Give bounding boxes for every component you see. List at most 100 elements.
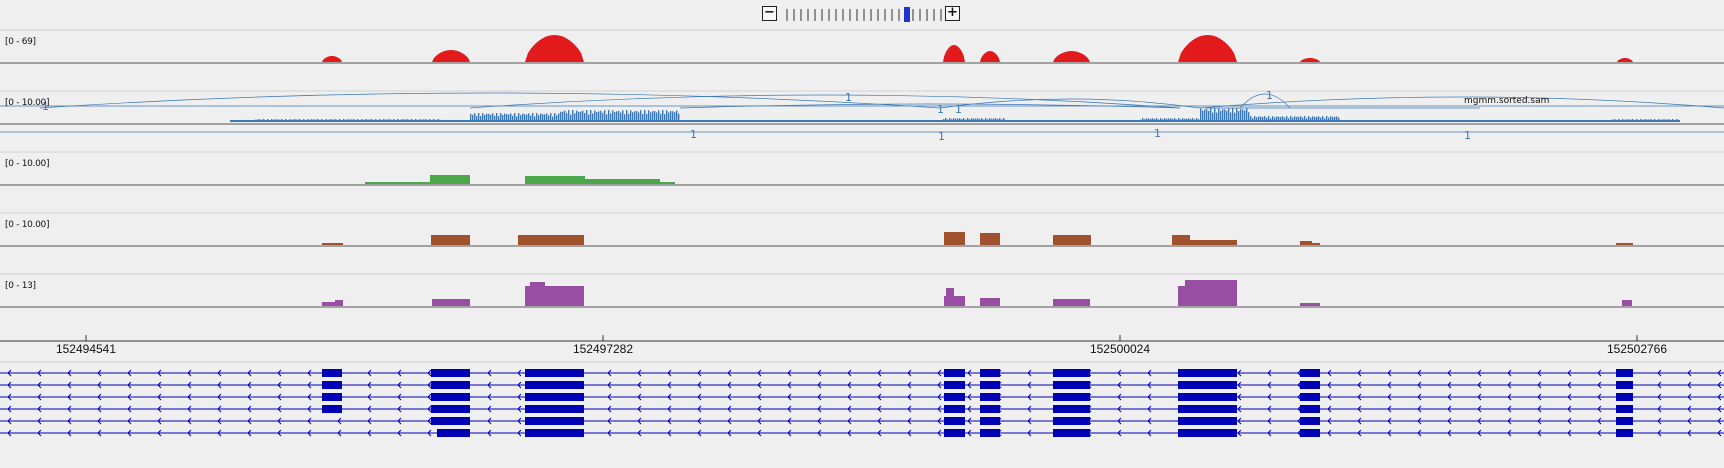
- exon-block[interactable]: [322, 405, 342, 413]
- strand-arrow: [1717, 393, 1722, 401]
- strand-arrow: [667, 381, 672, 389]
- exon-block[interactable]: [1616, 369, 1633, 377]
- exon-block[interactable]: [525, 393, 584, 401]
- zoom-out-button[interactable]: −: [762, 6, 777, 21]
- junction-arc[interactable]: [1199, 96, 1724, 109]
- strand-arrow: [1237, 369, 1242, 377]
- strand-arrow: [487, 381, 492, 389]
- exon-block[interactable]: [1178, 405, 1237, 413]
- coverage-bar: [1053, 235, 1091, 245]
- exon-block[interactable]: [1178, 429, 1237, 437]
- strand-arrow: [127, 381, 132, 389]
- exon-block[interactable]: [525, 417, 584, 425]
- exon-block[interactable]: [1053, 417, 1090, 425]
- strand-arrow: [1537, 417, 1542, 425]
- exon-block[interactable]: [525, 381, 584, 389]
- exon-block[interactable]: [944, 417, 965, 425]
- exon-block[interactable]: [322, 381, 342, 389]
- exon-block[interactable]: [1300, 429, 1320, 437]
- strand-arrow: [697, 405, 702, 413]
- exon-block[interactable]: [525, 429, 584, 437]
- exon-block[interactable]: [431, 369, 470, 377]
- strand-arrow: [1117, 381, 1122, 389]
- exon-block[interactable]: [1053, 429, 1090, 437]
- strand-arrow: [157, 381, 162, 389]
- exon-block[interactable]: [1300, 393, 1320, 401]
- alignment-read: [496, 113, 498, 122]
- junction-arc[interactable]: [679, 103, 1181, 109]
- exon-block[interactable]: [1053, 381, 1090, 389]
- alignment-read: [568, 110, 570, 122]
- strand-arrow: [1687, 417, 1692, 425]
- strand-arrow: [877, 369, 882, 377]
- alignment-read: [484, 114, 486, 122]
- exon-block[interactable]: [1178, 393, 1237, 401]
- exon-block[interactable]: [1300, 405, 1320, 413]
- alignment-read: [1268, 116, 1270, 122]
- exon-block[interactable]: [980, 417, 1000, 425]
- exon-block[interactable]: [431, 417, 470, 425]
- strand-arrow: [1657, 417, 1662, 425]
- exon-block[interactable]: [980, 393, 1000, 401]
- track-range-green: [0 - 10.00]: [5, 159, 50, 169]
- exon-block[interactable]: [1300, 369, 1320, 377]
- junction-arc[interactable]: [469, 94, 1181, 109]
- exon-block[interactable]: [1616, 417, 1633, 425]
- exon-block[interactable]: [525, 369, 584, 377]
- exon-block[interactable]: [980, 429, 1000, 437]
- strand-arrow: [487, 417, 492, 425]
- alignment-read: [1280, 116, 1282, 122]
- alignment-read: [474, 113, 476, 122]
- strand-arrow: [967, 381, 972, 389]
- exon-block[interactable]: [944, 369, 965, 377]
- strand-arrow: [787, 417, 792, 425]
- exon-block[interactable]: [1053, 393, 1090, 401]
- exon-block[interactable]: [980, 369, 1000, 377]
- exon-block[interactable]: [1178, 381, 1237, 389]
- junction-arc[interactable]: [39, 92, 941, 109]
- exon-block[interactable]: [1616, 405, 1633, 413]
- strand-arrow: [937, 393, 942, 401]
- zoom-in-button[interactable]: +: [945, 6, 960, 21]
- zoom-slider-thumb[interactable]: [904, 7, 910, 22]
- exon-block[interactable]: [431, 393, 470, 401]
- exon-block[interactable]: [980, 381, 1000, 389]
- exon-block[interactable]: [944, 381, 965, 389]
- alignment-read: [562, 111, 564, 122]
- exon-block[interactable]: [1178, 417, 1237, 425]
- exon-block[interactable]: [1300, 417, 1320, 425]
- exon-block[interactable]: [525, 405, 584, 413]
- strand-arrow: [7, 381, 12, 389]
- alignment-read: [1238, 111, 1240, 122]
- strand-arrow: [1657, 369, 1662, 377]
- junction-arc[interactable]: [1239, 93, 1291, 109]
- exon-block[interactable]: [944, 405, 965, 413]
- exon-block[interactable]: [431, 381, 470, 389]
- exon-block[interactable]: [980, 405, 1000, 413]
- strand-arrow: [1417, 417, 1422, 425]
- strand-arrow: [697, 417, 702, 425]
- minus-icon: −: [764, 5, 775, 20]
- exon-block[interactable]: [1616, 381, 1633, 389]
- junction-label: 1: [1266, 89, 1273, 102]
- exon-block[interactable]: [322, 393, 342, 401]
- exon-block[interactable]: [322, 369, 342, 377]
- strand-arrow: [307, 429, 312, 437]
- strand-arrow: [1117, 405, 1122, 413]
- junction-label: 1: [1464, 129, 1471, 142]
- junction-arc[interactable]: [939, 98, 1201, 109]
- exon-block[interactable]: [1178, 369, 1237, 377]
- exon-block[interactable]: [1053, 369, 1090, 377]
- exon-block[interactable]: [1053, 405, 1090, 413]
- exon-block[interactable]: [944, 393, 965, 401]
- exon-block[interactable]: [437, 429, 470, 437]
- exon-block[interactable]: [1616, 393, 1633, 401]
- exon-block[interactable]: [1616, 429, 1633, 437]
- exon-block[interactable]: [944, 429, 965, 437]
- exon-block[interactable]: [431, 405, 470, 413]
- coverage-bar: [585, 179, 660, 184]
- exon-block[interactable]: [1300, 381, 1320, 389]
- strand-arrow: [907, 381, 912, 389]
- alignment-read: [626, 110, 628, 122]
